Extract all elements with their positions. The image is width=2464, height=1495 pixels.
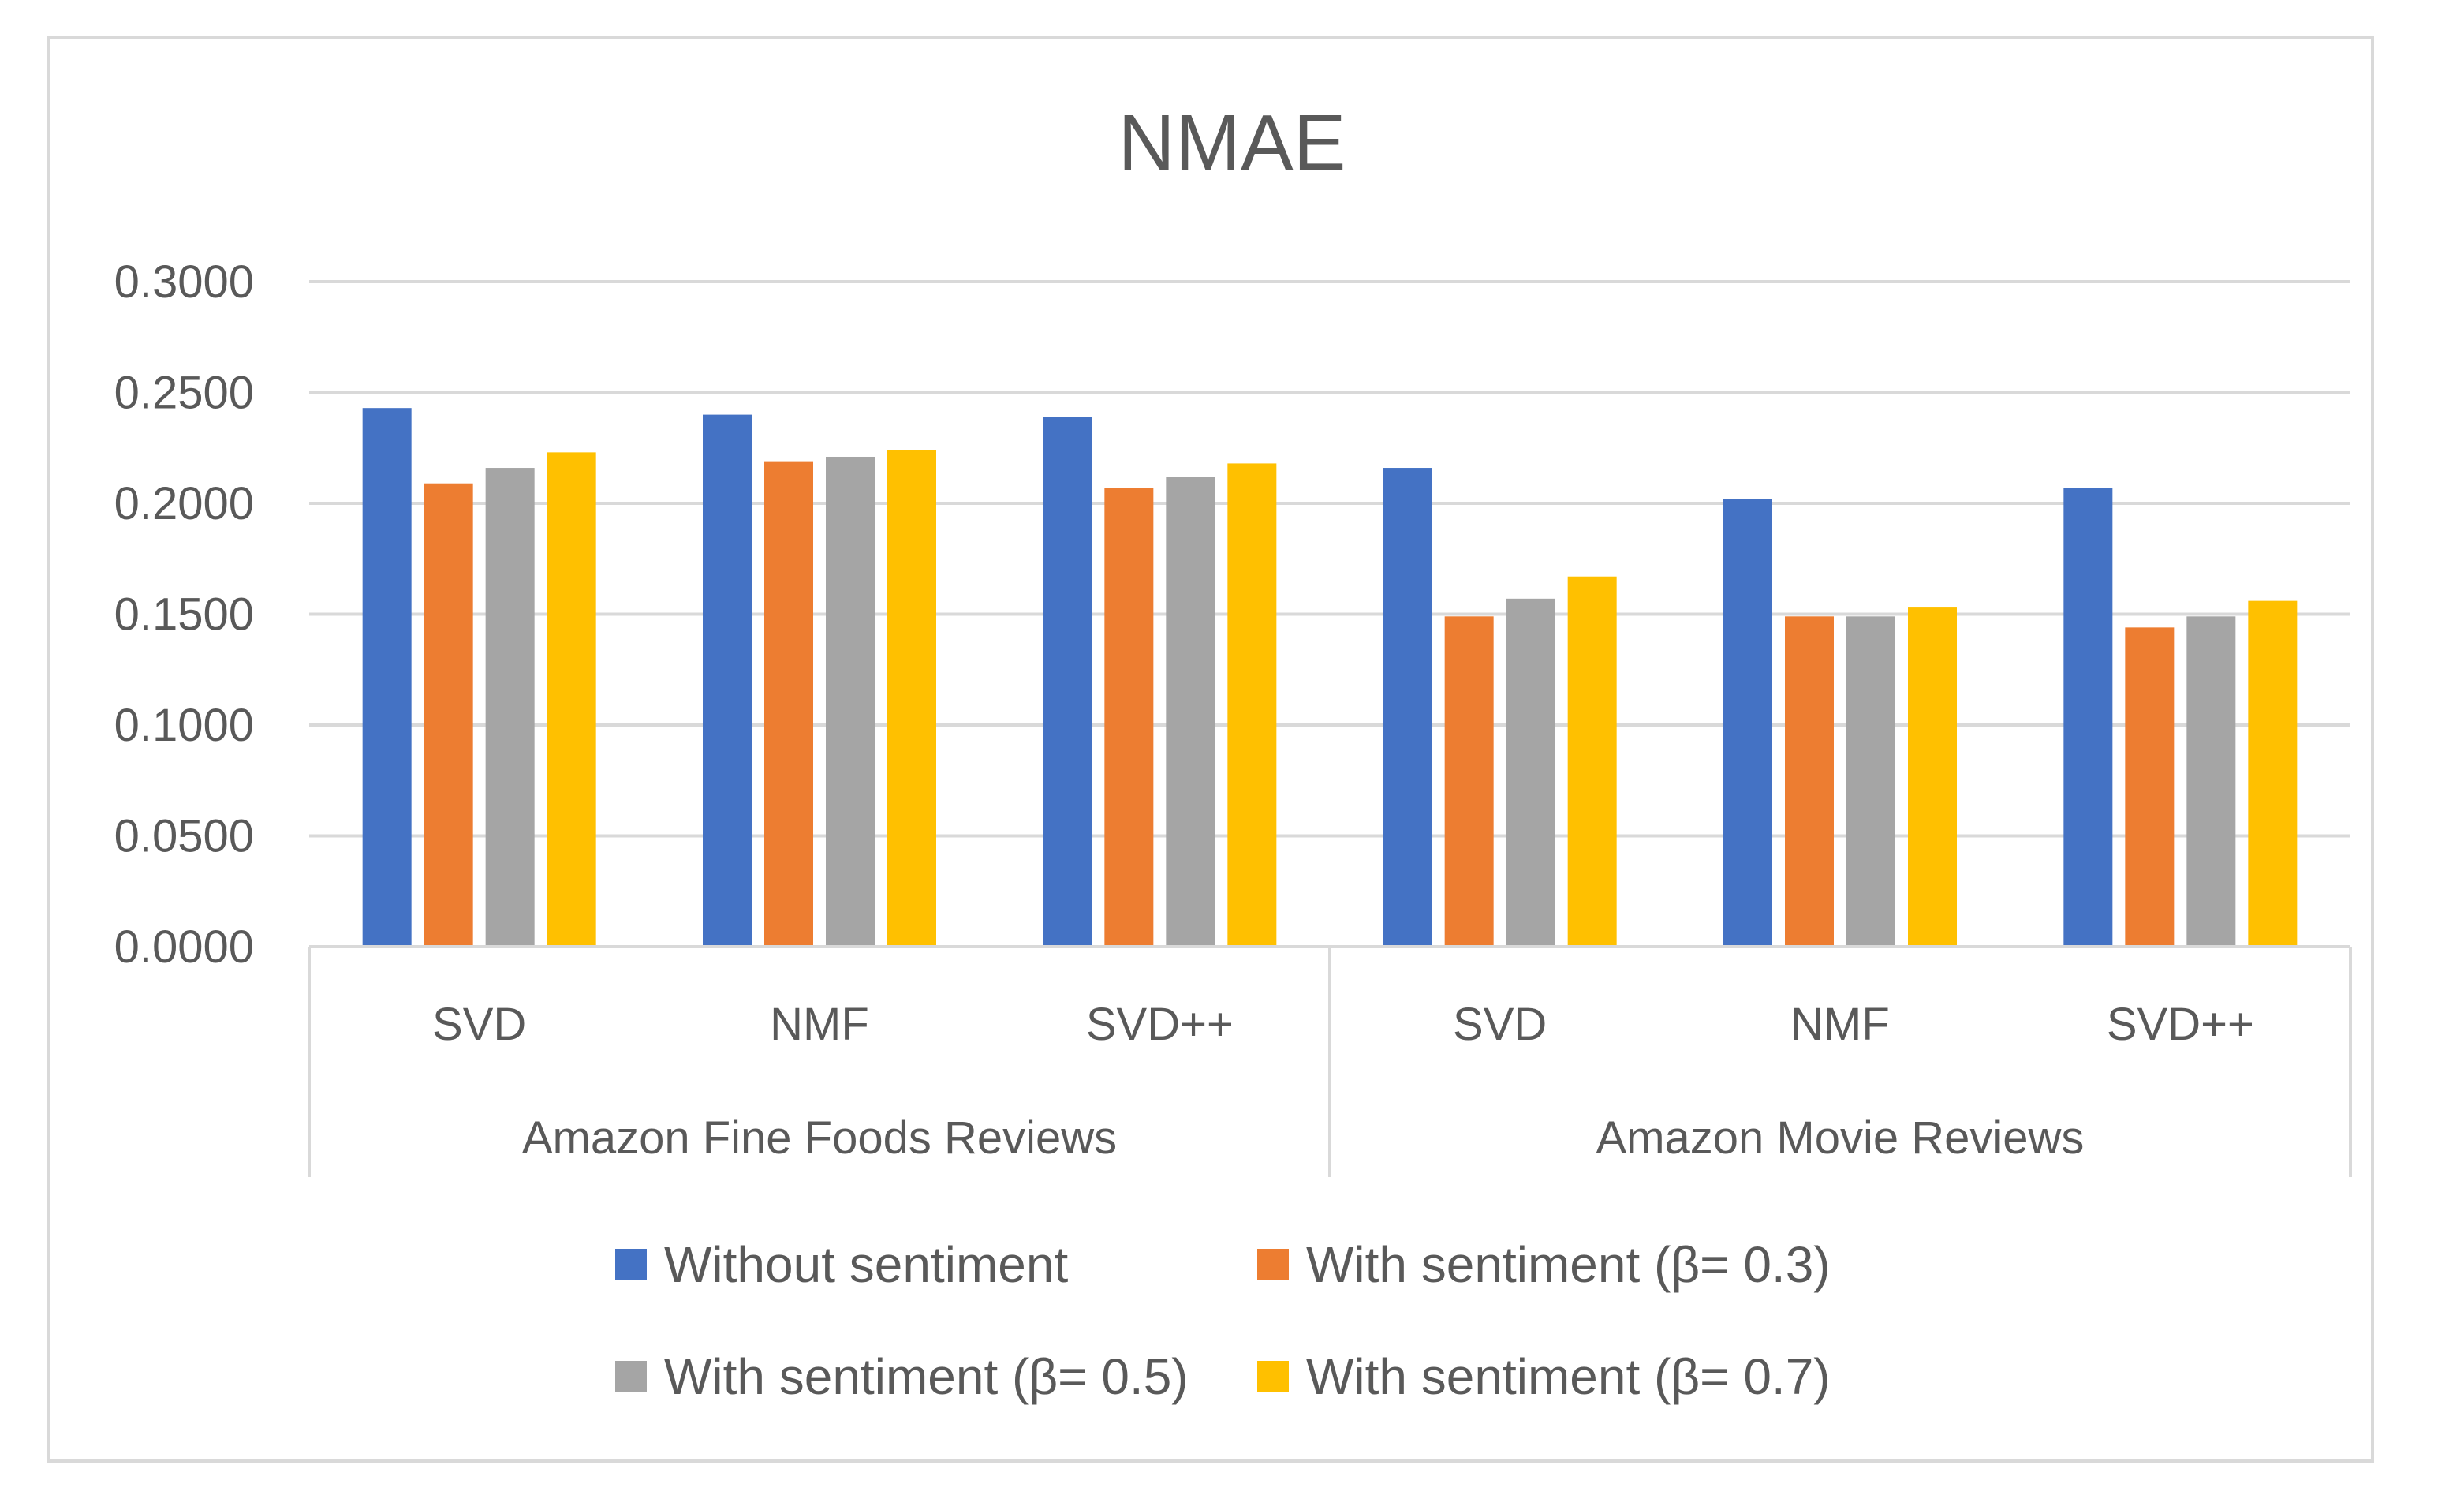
- bar: [1723, 499, 1772, 947]
- bar: [1104, 488, 1154, 947]
- legend-label: With sentiment (β= 0.5): [664, 1348, 1189, 1405]
- bar: [1785, 616, 1834, 947]
- legend-label: With sentiment (β= 0.3): [1306, 1236, 1831, 1293]
- bar: [2125, 627, 2175, 947]
- y-tick-label: 0.0500: [114, 811, 254, 862]
- category-label: SVD++: [1086, 999, 1234, 1050]
- legend-swatch: [615, 1249, 647, 1280]
- bar: [1166, 477, 1215, 947]
- legend-swatch: [1257, 1249, 1289, 1280]
- category-label: SVD++: [2107, 999, 2254, 1050]
- category-label: NMF: [1790, 999, 1890, 1050]
- bar: [1846, 616, 1895, 947]
- bar: [826, 456, 875, 947]
- y-tick-label: 0.0000: [114, 921, 254, 973]
- legend-swatch: [615, 1361, 647, 1392]
- bar: [362, 408, 412, 947]
- bar: [1567, 576, 1617, 947]
- bar: [424, 483, 473, 947]
- x-axis-labels: SVD NMF SVD++ SVD NMF SVD++ Amazon Fine Foods …: [432, 999, 2254, 1164]
- legend-swatch: [1257, 1361, 1289, 1392]
- bars: [362, 408, 2298, 947]
- group-label: Amazon Movie Reviews: [1596, 1112, 2085, 1164]
- y-tick-label: 0.2000: [114, 478, 254, 529]
- gridlines: [309, 280, 2350, 838]
- bar: [887, 450, 936, 947]
- category-label: NMF: [770, 999, 869, 1050]
- bar: [2186, 616, 2236, 947]
- category-label: SVD: [1453, 999, 1547, 1050]
- bar: [1043, 417, 1092, 947]
- x-axis: [308, 945, 2352, 1177]
- bar: [2248, 600, 2298, 947]
- group-label: Amazon Fine Foods Reviews: [522, 1112, 1117, 1164]
- y-tick-label: 0.3000: [114, 256, 254, 308]
- bar: [764, 461, 813, 947]
- chart-title: NMAE: [1118, 99, 1346, 187]
- bar: [1908, 607, 1957, 947]
- y-tick-label: 0.2500: [114, 368, 254, 419]
- legend: Without sentiment With sentiment (β= 0.3)…: [615, 1236, 1831, 1405]
- bar: [547, 452, 596, 947]
- bar: [1444, 616, 1494, 947]
- legend-label: Without sentiment: [664, 1236, 1068, 1293]
- bar: [1383, 468, 1432, 947]
- legend-label: With sentiment (β= 0.7): [1306, 1348, 1831, 1405]
- y-axis-tick-labels: 0.0000 0.0500 0.1000 0.1500 0.2000 0.2500 0.30…: [114, 256, 254, 973]
- bar: [1506, 598, 1555, 947]
- category-label: SVD: [432, 999, 526, 1050]
- bar: [703, 414, 752, 947]
- bar: [1227, 463, 1277, 947]
- y-tick-label: 0.1500: [114, 589, 254, 641]
- bar: [485, 468, 535, 947]
- y-tick-label: 0.1000: [114, 700, 254, 751]
- bar: [2063, 488, 2113, 947]
